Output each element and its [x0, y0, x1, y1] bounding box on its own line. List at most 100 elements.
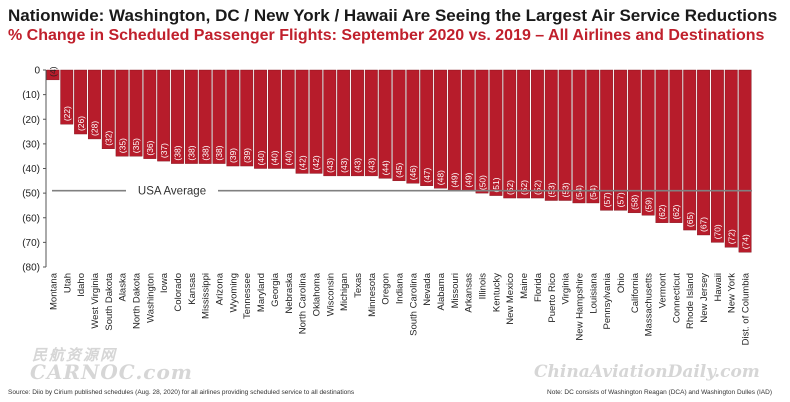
data-label: (74) [740, 234, 750, 249]
data-label: (46) [408, 165, 418, 180]
data-label: (40) [270, 150, 280, 165]
category-label: Connecticut [671, 273, 682, 324]
data-label: (38) [187, 145, 197, 160]
data-label: (43) [353, 158, 363, 173]
data-label: (59) [643, 197, 653, 212]
category-label: Dist. of Columbia [741, 272, 752, 345]
y-tick-label: (50) [22, 189, 40, 200]
bar [572, 69, 586, 204]
bar [544, 69, 558, 201]
data-label: (40) [283, 150, 293, 165]
data-label: (49) [463, 172, 473, 187]
category-label: Rhode Island [685, 273, 696, 329]
category-label: Nebraska [284, 272, 295, 313]
data-label: (45) [394, 163, 404, 178]
data-label: (43) [325, 158, 335, 173]
data-label: (62) [657, 204, 667, 219]
bar [406, 69, 420, 184]
chart-title: Nationwide: Washington, DC / New York / … [8, 6, 778, 25]
bar [586, 69, 600, 204]
bar [420, 69, 434, 186]
data-label: (58) [630, 195, 640, 210]
category-label: Wisconsin [325, 273, 336, 316]
data-label: (38) [214, 145, 224, 160]
y-tick-label: (40) [22, 164, 40, 175]
data-label: (47) [422, 167, 432, 182]
data-label: (42) [297, 155, 307, 170]
carnoc-watermark-chinese: 民航资源网 [32, 346, 118, 364]
bar [627, 69, 641, 214]
dc-note: Note: DC consists of Washington Reagan (… [547, 389, 772, 396]
chinaaviationdaily-watermark: ChinaAviationDaily.com [534, 362, 760, 382]
category-label: Kansas [187, 273, 198, 305]
category-label: Kentucky [491, 273, 502, 312]
bar [226, 69, 240, 167]
category-label: Illinois [478, 273, 489, 300]
category-label: Hawaii [713, 273, 724, 302]
data-label: (37) [159, 143, 169, 158]
data-label: (43) [367, 158, 377, 173]
category-label: Nevada [422, 272, 433, 305]
y-tick-label: (60) [22, 213, 40, 224]
bar [655, 69, 669, 223]
category-label: Pennsylvania [602, 272, 613, 329]
bar [157, 69, 171, 162]
bar [309, 69, 323, 174]
bar [351, 69, 364, 177]
bar [198, 69, 212, 164]
y-tick-label: 0 [34, 66, 40, 77]
category-label: Michigan [339, 273, 350, 311]
bar [115, 69, 129, 157]
category-label: Colorado [173, 273, 184, 312]
data-label: (57) [602, 192, 612, 207]
category-label: Virginia [561, 272, 572, 304]
bar [60, 69, 74, 125]
y-tick-label: (30) [22, 139, 40, 150]
category-label: Florida [533, 272, 544, 302]
bar [364, 69, 378, 177]
y-tick-label: (70) [22, 238, 40, 249]
data-label: (48) [436, 170, 446, 185]
data-label: (70) [713, 224, 723, 239]
data-label: (32) [103, 131, 113, 146]
bar [600, 69, 614, 211]
category-label: Alaska [118, 272, 129, 301]
data-label: (50) [477, 175, 487, 190]
data-label: (43) [339, 158, 349, 173]
category-label: Massachusetts [644, 273, 655, 337]
data-label: (52) [505, 180, 515, 195]
category-label: South Carolina [408, 272, 419, 336]
bar [337, 69, 351, 177]
category-label: Oklahoma [311, 272, 322, 316]
data-label: (67) [699, 217, 709, 232]
data-label: (39) [228, 148, 238, 163]
category-label: West Virginia [90, 272, 101, 328]
bar [184, 69, 198, 164]
bar [710, 69, 724, 243]
bar [143, 69, 157, 159]
bar [171, 69, 184, 164]
bar [88, 69, 101, 140]
bar [101, 69, 115, 150]
data-label: (26) [76, 116, 86, 131]
data-label: (22) [62, 106, 72, 121]
category-label: Idaho [76, 273, 87, 297]
data-label: (39) [242, 148, 252, 163]
bar [74, 69, 88, 135]
bar [517, 69, 531, 199]
category-label: New York [727, 273, 738, 313]
bar [503, 69, 517, 199]
y-tick-label: (80) [22, 263, 40, 274]
category-label: New Mexico [505, 273, 516, 325]
category-label: Alabama [436, 272, 447, 310]
category-label: Louisiana [588, 272, 599, 313]
bar [558, 69, 572, 201]
category-label: Maryland [256, 273, 267, 312]
source-note: Source: Diio by Cirium published schedul… [8, 389, 355, 396]
category-label: New Hampshire [574, 273, 585, 341]
bar [378, 69, 392, 179]
category-label: South Dakota [104, 272, 115, 330]
bar [489, 69, 503, 196]
data-label: (38) [173, 145, 183, 160]
